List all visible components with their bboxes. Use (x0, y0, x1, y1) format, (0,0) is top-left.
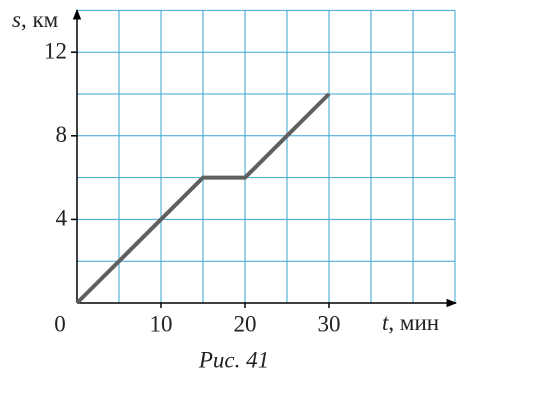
y-tick-label: 8 (56, 122, 68, 147)
y-axis-unit: , км (21, 7, 59, 32)
origin-label: 0 (54, 311, 66, 336)
x-axis-label: t, мин (382, 310, 439, 335)
x-axis-unit: , мин (388, 310, 439, 335)
y-axis-label: s, км (12, 7, 59, 32)
grid (77, 9, 456, 303)
x-tick-label: 30 (318, 311, 341, 336)
y-tick-label: 4 (56, 206, 68, 231)
data-line (75, 92, 331, 305)
y-axis-var: s (12, 7, 21, 32)
x-tick-label: 10 (150, 311, 173, 336)
x-axis-var: t (382, 310, 389, 335)
x-tick-label: 20 (234, 311, 257, 336)
y-tick-label: 12 (44, 38, 67, 63)
caption: Рис. 41 (198, 347, 269, 372)
